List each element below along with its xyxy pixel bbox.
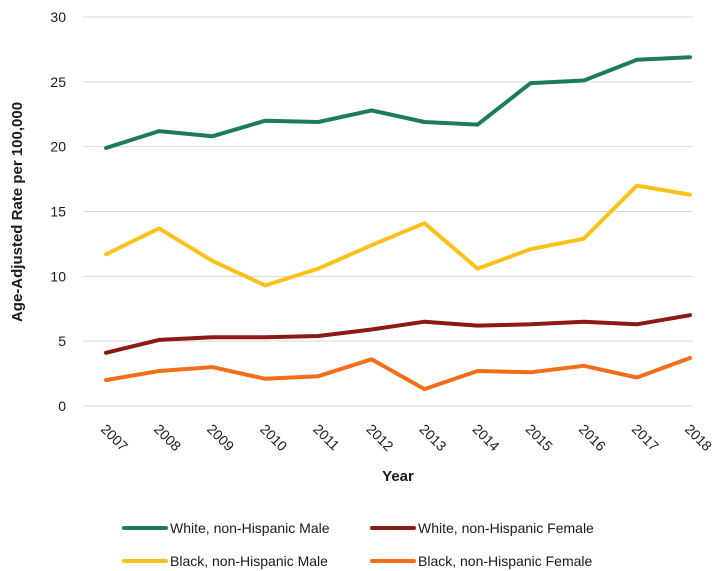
data-point [158, 339, 160, 341]
x-tick-label: 2016 [576, 421, 609, 454]
y-tick-label: 30 [50, 9, 66, 25]
legend-label: White, non-Hispanic Female [418, 520, 594, 536]
data-point [211, 366, 213, 368]
x-axis-title: Year [382, 468, 414, 485]
data-point [689, 314, 691, 316]
gridlines [83, 16, 693, 407]
data-point [264, 378, 266, 380]
x-tick-label: 2014 [470, 421, 503, 454]
data-point [583, 238, 585, 240]
series-line-2 [104, 313, 692, 355]
data-point [158, 130, 160, 132]
data-point [689, 194, 691, 196]
data-point [105, 253, 107, 255]
data-point [424, 121, 426, 123]
data-point [264, 120, 266, 122]
x-tick-label: 2012 [363, 421, 396, 454]
data-point [583, 365, 585, 367]
data-point [370, 358, 372, 360]
y-axis-ticks: 0 5 10 15 20 25 30 [50, 9, 66, 414]
y-tick-label: 25 [50, 74, 66, 90]
x-tick-label: 2017 [629, 421, 662, 454]
data-point [158, 370, 160, 372]
data-point [636, 323, 638, 325]
data-point [211, 336, 213, 338]
data-point [636, 185, 638, 187]
x-tick-label: 2008 [151, 421, 184, 454]
y-tick-label: 0 [58, 398, 66, 414]
x-tick-label: 2018 [682, 421, 713, 454]
data-point [211, 260, 213, 262]
data-point [264, 336, 266, 338]
x-tick-label: 2009 [204, 421, 237, 454]
data-point [317, 268, 319, 270]
data-point [689, 56, 691, 58]
series-line-3 [104, 183, 692, 288]
data-point [530, 323, 532, 325]
x-tick-label: 2013 [416, 421, 449, 454]
data-point [477, 325, 479, 327]
y-tick-label: 15 [50, 204, 66, 220]
x-tick-label: 2007 [98, 421, 131, 454]
data-point [370, 328, 372, 330]
data-point [317, 121, 319, 123]
data-point [105, 147, 107, 149]
data-point [477, 124, 479, 126]
data-point [530, 248, 532, 250]
data-point [530, 82, 532, 84]
legend-label: White, non-Hispanic Male [170, 520, 330, 536]
data-point [317, 335, 319, 337]
data-point [583, 321, 585, 323]
data-point [424, 222, 426, 224]
data-point [105, 379, 107, 381]
data-point [370, 244, 372, 246]
data-point [636, 59, 638, 61]
data-point [530, 371, 532, 373]
data-point [158, 227, 160, 229]
y-tick-label: 5 [58, 333, 66, 349]
data-point [264, 284, 266, 286]
series-lines [104, 55, 692, 392]
series-line-4 [104, 356, 692, 392]
data-point [424, 321, 426, 323]
y-axis-title: Age-Adjusted Rate per 100,000 [9, 102, 26, 322]
data-point [689, 357, 691, 359]
series-line-1 [104, 55, 692, 150]
data-point [636, 376, 638, 378]
data-point [477, 268, 479, 270]
data-point [370, 109, 372, 111]
legend: White, non-Hispanic Male White, non-Hispa… [122, 520, 594, 569]
y-tick-label: 10 [50, 268, 66, 284]
data-point [477, 370, 479, 372]
legend-label: Black, non-Hispanic Male [170, 553, 328, 569]
y-tick-label: 20 [50, 139, 66, 155]
legend-label: Black, non-Hispanic Female [418, 553, 593, 569]
x-tick-label: 2011 [310, 421, 343, 454]
x-tick-label: 2015 [523, 421, 556, 454]
x-axis-ticks: 2007 2008 2009 2010 2011 2012 2013 2014 2015 2016… [98, 421, 713, 454]
data-point [424, 388, 426, 390]
data-point [105, 352, 107, 354]
data-point [211, 135, 213, 137]
x-tick-label: 2010 [257, 421, 290, 454]
data-point [317, 375, 319, 377]
data-point [583, 80, 585, 82]
